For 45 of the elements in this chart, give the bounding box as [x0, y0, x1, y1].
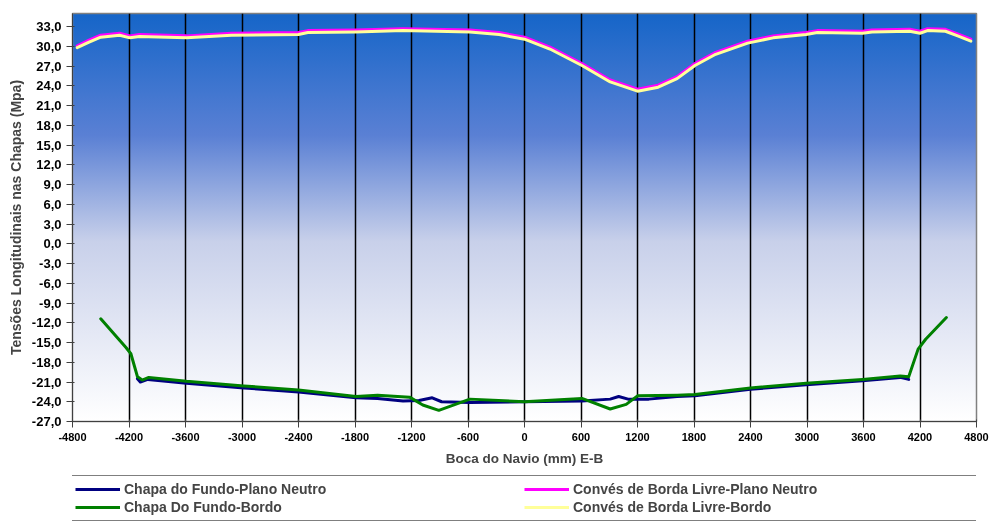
x-tick-label: -1800 [340, 430, 370, 443]
y-tick-label: 12,0 [36, 157, 62, 173]
legend-label: Chapa Do Fundo-Bordo [124, 498, 283, 516]
legend-label: Convés de Borda Livre-Bordo [573, 498, 773, 516]
x-tick-label: 600 [571, 430, 591, 443]
y-tick-label: 21,0 [36, 98, 62, 114]
legend-label: Convés de Borda Livre-Plano Neutro [573, 480, 819, 498]
x-tick-label: -4200 [114, 430, 144, 443]
x-tick-label: -2400 [284, 430, 313, 443]
y-tick-label: -18,0 [31, 354, 62, 370]
y-tick-label: 6,0 [43, 196, 62, 212]
x-tick-label: 1200 [625, 430, 650, 443]
legend-label: Chapa do Fundo-Plano Neutro [124, 480, 328, 498]
x-tick-label: 3600 [851, 430, 876, 443]
y-tick-label: -24,0 [31, 394, 62, 410]
y-tick-label: 33,0 [36, 19, 62, 35]
y-tick-label: -3,0 [39, 256, 62, 272]
x-axis-title: Boca do Navio (mm) E-B [445, 450, 604, 466]
y-tick-label: -21,0 [31, 374, 62, 390]
y-tick-label: 24,0 [36, 78, 62, 94]
y-tick-label: -6,0 [39, 275, 62, 291]
x-tick-label: 4200 [907, 430, 933, 443]
y-tick-label: -9,0 [39, 295, 62, 311]
y-tick-label: 30,0 [36, 38, 62, 54]
x-tick-label: 2400 [738, 430, 763, 443]
line-series [99, 316, 948, 412]
y-tick-label: -12,0 [31, 315, 62, 331]
x-tick-label: 1800 [681, 430, 707, 443]
y-tick-label: -27,0 [31, 414, 62, 429]
x-tick-label: -4800 [58, 430, 87, 443]
x-tick-label: -600 [456, 430, 480, 443]
y-tick-label: -15,0 [31, 335, 62, 351]
y-tick-label: 18,0 [36, 117, 62, 133]
y-axis-title: Tensões Longitudinais nas Chapas (Mpa) [7, 79, 24, 356]
y-tick-label: 3,0 [43, 216, 62, 232]
x-tick-label: 4800 [964, 430, 989, 443]
y-tick-label: 9,0 [43, 177, 62, 193]
y-tick-label: 15,0 [36, 137, 62, 153]
x-tick-label: 3000 [794, 430, 820, 443]
y-tick-label: 27,0 [36, 58, 62, 74]
x-tick-label: 0 [521, 430, 528, 443]
x-tick-label: -3000 [227, 430, 257, 443]
x-tick-label: -1200 [397, 430, 426, 443]
y-tick-label: 0,0 [43, 236, 62, 252]
x-tick-label: -3600 [171, 430, 200, 443]
